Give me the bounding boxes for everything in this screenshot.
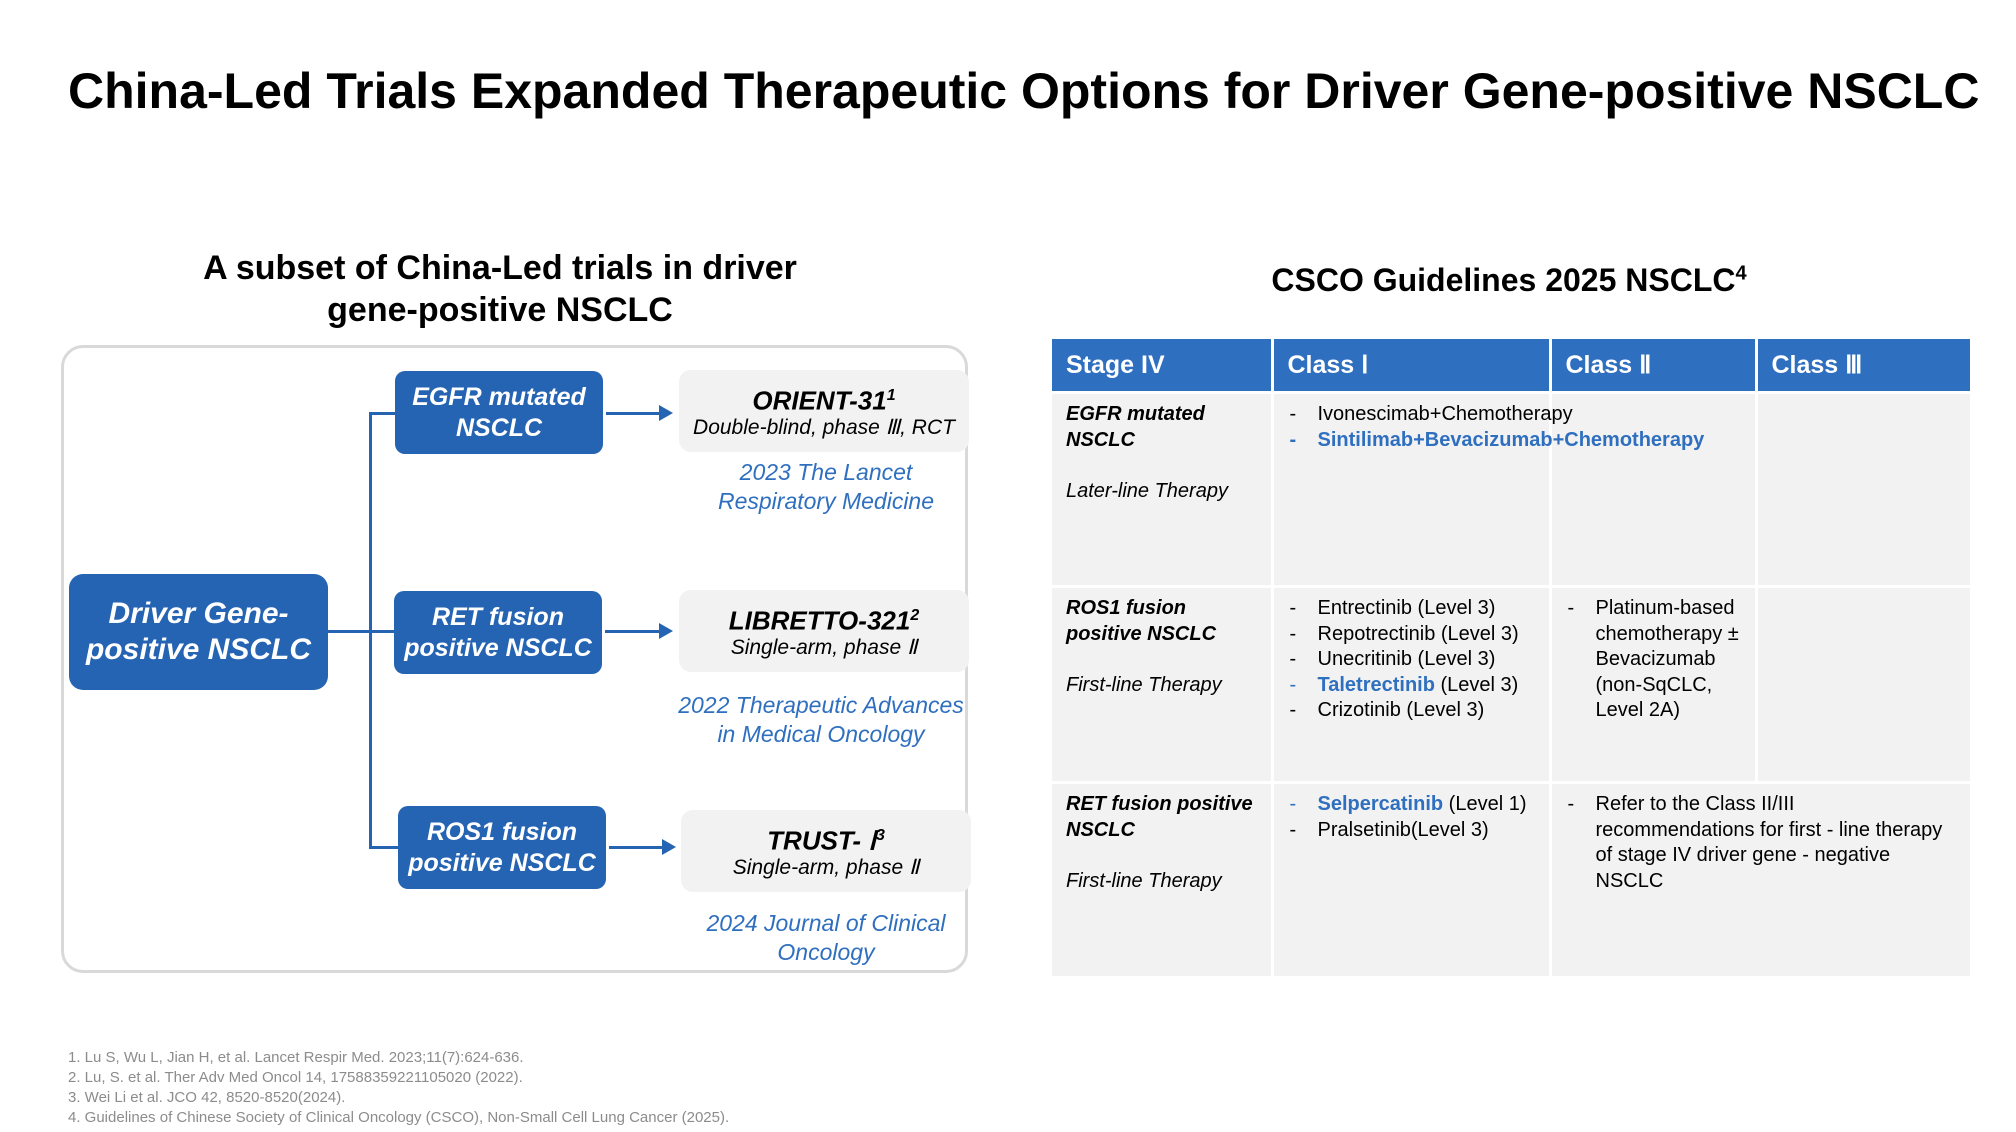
trial-name: ORIENT-311 <box>752 385 896 416</box>
reference-item: 3. Wei Li et al. JCO 42, 8520-8520(2024)… <box>68 1089 346 1106</box>
trial-design: Double-blind, phase Ⅲ, RCT <box>693 416 955 440</box>
driver-gene-line2: positive NSCLC <box>85 633 312 666</box>
class2-cell: Platinum-based chemotherapy ± Bevacizuma… <box>1548 585 1756 783</box>
class3-cell <box>1754 585 1970 783</box>
trial-journal: 2024 Journal of Clinical Oncology <box>706 910 946 965</box>
list-item: Refer to the Class II/III recommendation… <box>1566 792 1957 894</box>
trial-design: Single-arm, phase Ⅱ <box>730 636 918 660</box>
connector-line <box>328 630 370 633</box>
list-item: Pralsetinib(Level 3) <box>1288 818 1535 844</box>
stage-cell: ROS1 fusion positive NSCLC First-line Th… <box>1052 585 1272 783</box>
reference-item: 1. Lu S, Wu L, Jian H, et al. Lancet Res… <box>68 1049 524 1066</box>
csco-heading: CSCO Guidelines 2025 NSCLC4 <box>1271 262 1747 298</box>
arrow-head-icon <box>662 839 676 855</box>
list-item: Sintilimab+Bevacizumab+Chemotherapy <box>1288 428 1705 454</box>
table-row: EGFR mutated NSCLC Later-line Therapy Iv… <box>1052 391 1970 587</box>
category-line2: positive NSCLC <box>404 633 592 662</box>
class1-cell: Selpercatinib (Level 1) Pralsetinib(Leve… <box>1270 781 1550 976</box>
trial-design: Single-arm, phase Ⅱ <box>732 856 920 880</box>
header-class1: Class Ⅰ <box>1270 339 1550 393</box>
table-header-row: Stage IV Class Ⅰ Class Ⅱ Class Ⅲ <box>1052 339 1970 393</box>
driver-gene-box: Driver Gene- positive NSCLC <box>69 574 328 690</box>
list-item: Selpercatinib (Level 1) <box>1288 792 1535 818</box>
class2-3-cell: Refer to the Class II/III recommendation… <box>1548 781 1970 976</box>
stage-cell: RET fusion positive NSCLC First-line The… <box>1052 781 1272 976</box>
table-row: RET fusion positive NSCLC First-line The… <box>1052 781 1970 976</box>
header-stage: Stage IV <box>1052 339 1272 393</box>
trials-heading-line1: A subset of China-Led trials in driver <box>203 249 797 287</box>
class1-cell: Entrectinib (Level 3) Repotrectinib (Lev… <box>1270 585 1550 783</box>
trial-name: LIBRETTO-3212 <box>728 605 920 636</box>
list-item: Crizotinib (Level 3) <box>1288 698 1535 724</box>
arrow-head-icon <box>659 623 673 639</box>
list-item: Entrectinib (Level 3) <box>1288 596 1535 622</box>
driver-gene-line1: Driver Gene- <box>108 597 289 630</box>
connector-line <box>369 630 394 633</box>
category-line2: positive NSCLC <box>408 848 596 877</box>
slide-title: China-Led Trials Expanded Therapeutic Op… <box>68 63 1980 119</box>
arrow-line <box>609 846 665 849</box>
references: 1. Lu S, Wu L, Jian H, et al. Lancet Res… <box>68 1048 729 1128</box>
category-line2: NSCLC <box>455 413 543 442</box>
category-line1: EGFR mutated <box>412 382 586 411</box>
list-item: Unecritinib (Level 3) <box>1288 647 1535 673</box>
trial-journal: 2023 The Lancet Respiratory Medicine <box>717 459 935 514</box>
arrow-line <box>605 630 662 633</box>
reference-item: 2. Lu, S. et al. Ther Adv Med Oncol 14, … <box>68 1069 523 1086</box>
trial-box-orient31: ORIENT-311 Double-blind, phase Ⅲ, RCT <box>679 370 969 452</box>
arrow-head-icon <box>659 405 673 421</box>
trial-name: TRUST- Ⅰ3 <box>767 825 885 856</box>
egfr-category-box: EGFR mutated NSCLC <box>395 371 603 454</box>
trial-box-libretto321: LIBRETTO-3212 Single-arm, phase Ⅱ <box>679 590 969 672</box>
header-class3: Class Ⅲ <box>1754 339 1970 393</box>
ret-category-box: RET fusion positive NSCLC <box>394 591 602 674</box>
trials-heading-line2: gene-positive NSCLC <box>327 291 673 329</box>
class1-cell: Ivonescimab+Chemotherapy Sintilimab+Beva… <box>1270 391 1705 587</box>
connector-line <box>369 846 398 849</box>
category-line1: RET fusion <box>432 602 564 631</box>
reference-item: 4. Guidelines of Chinese Society of Clin… <box>68 1109 730 1126</box>
list-item: Taletrectinib (Level 3) <box>1288 673 1535 699</box>
connector-line <box>369 412 395 415</box>
class2-cell <box>1548 391 1756 587</box>
trials-heading: A subset of China-Led trials in driver g… <box>150 247 850 331</box>
ros1-category-box: ROS1 fusion positive NSCLC <box>398 806 606 889</box>
header-class2: Class Ⅱ <box>1548 339 1756 393</box>
category-line1: ROS1 fusion <box>426 817 577 846</box>
stage-cell: EGFR mutated NSCLC Later-line Therapy <box>1052 391 1272 587</box>
list-item: Ivonescimab+Chemotherapy <box>1288 402 1573 428</box>
arrow-line <box>606 412 662 415</box>
csco-guidelines-table: Stage IV Class Ⅰ Class Ⅱ Class Ⅲ EGFR mu… <box>1052 339 1970 976</box>
trial-box-trust1: TRUST- Ⅰ3 Single-arm, phase Ⅱ <box>681 810 971 892</box>
class3-cell <box>1754 391 1970 587</box>
list-item: Platinum-based chemotherapy ± Bevacizuma… <box>1566 596 1741 724</box>
list-item: Repotrectinib (Level 3) <box>1288 622 1535 648</box>
table-row: ROS1 fusion positive NSCLC First-line Th… <box>1052 585 1970 783</box>
trial-journal: 2022 Therapeutic Advances in Medical Onco… <box>678 692 964 747</box>
